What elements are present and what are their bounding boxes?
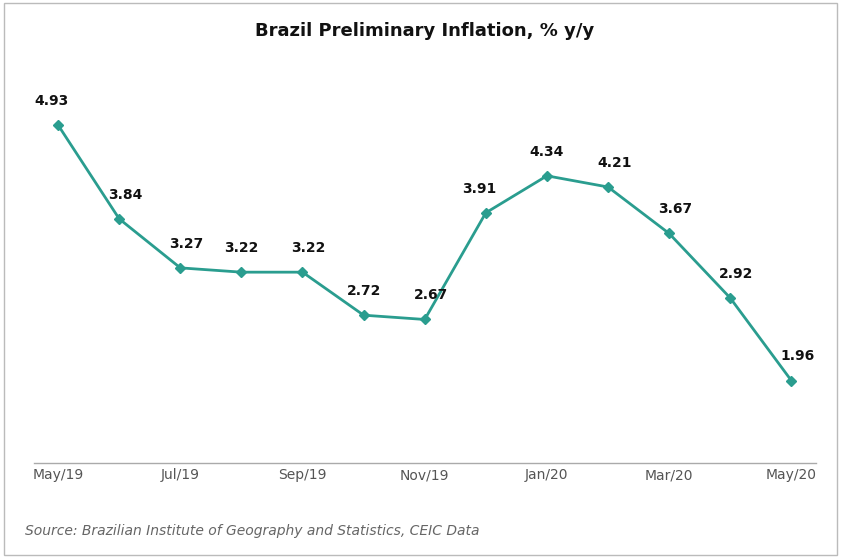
Text: 2.72: 2.72: [346, 284, 381, 298]
Text: 3.22: 3.22: [225, 241, 258, 255]
Text: 3.27: 3.27: [169, 237, 204, 251]
Text: 4.93: 4.93: [34, 94, 69, 108]
Text: 4.34: 4.34: [530, 145, 564, 158]
Text: Source: Brazilian Institute of Geography and Statistics, CEIC Data: Source: Brazilian Institute of Geography…: [25, 525, 479, 538]
Text: 3.22: 3.22: [292, 241, 325, 255]
Text: 3.84: 3.84: [108, 187, 142, 201]
Text: 3.91: 3.91: [463, 181, 497, 196]
Text: 4.21: 4.21: [597, 156, 632, 170]
Text: 2.67: 2.67: [414, 288, 448, 302]
Title: Brazil Preliminary Inflation, % y/y: Brazil Preliminary Inflation, % y/y: [255, 22, 595, 40]
Text: 1.96: 1.96: [780, 349, 815, 363]
Text: 2.92: 2.92: [719, 267, 754, 281]
Text: 3.67: 3.67: [659, 202, 692, 217]
